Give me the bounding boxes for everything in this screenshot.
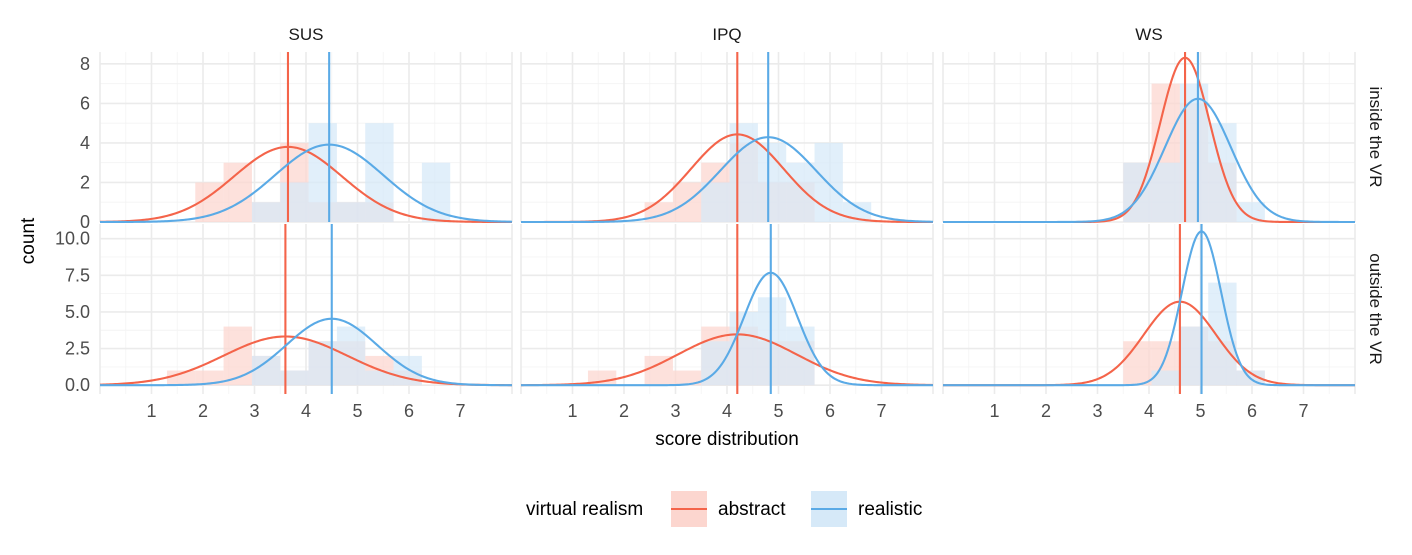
panel-sus-inside-the-VR bbox=[99, 52, 513, 224]
panel-sus-outside-the-VR bbox=[99, 224, 513, 394]
panel-ipq-outside-the-VR bbox=[520, 224, 934, 394]
x-tick-label: 1 bbox=[989, 401, 999, 421]
histogram-bar-realistic bbox=[729, 123, 758, 222]
facet-strip-label: outside the VR bbox=[1366, 253, 1385, 365]
facet-strip-label: inside the VR bbox=[1366, 86, 1385, 187]
x-tick-label: 4 bbox=[301, 401, 311, 421]
x-tick-label: 1 bbox=[146, 401, 156, 421]
panel-ws-inside-the-VR bbox=[942, 52, 1356, 224]
histogram-bar-abstract bbox=[223, 326, 252, 386]
x-tick-label: 2 bbox=[198, 401, 208, 421]
histogram-bar-realistic bbox=[280, 370, 309, 386]
facet-strip-label: IPQ bbox=[712, 25, 741, 44]
y-tick-label: 0 bbox=[80, 212, 90, 232]
y-tick-label: 8 bbox=[80, 54, 90, 74]
y-tick-label: 6 bbox=[80, 93, 90, 113]
histogram-bar-realistic bbox=[729, 311, 758, 386]
histogram-bar-realistic bbox=[1236, 202, 1265, 222]
histogram-bar-realistic bbox=[308, 123, 337, 222]
density-curve-realistic bbox=[100, 143, 513, 224]
y-tick-label: 2.5 bbox=[65, 339, 90, 359]
histogram-bar-abstract bbox=[672, 370, 702, 386]
y-tick-label: 10.0 bbox=[55, 229, 90, 249]
density-curve-realistic bbox=[943, 97, 1355, 224]
y-tick-label: 4 bbox=[80, 133, 90, 153]
x-tick-label: 7 bbox=[1298, 401, 1308, 421]
histogram-bar-abstract bbox=[166, 370, 196, 386]
histogram-bar-realistic bbox=[1179, 326, 1209, 386]
x-tick-label: 2 bbox=[619, 401, 629, 421]
x-tick-label: 1 bbox=[567, 401, 577, 421]
x-tick-label: 5 bbox=[1195, 401, 1205, 421]
histogram-bar-realistic bbox=[336, 326, 366, 386]
histogram-bar-realistic bbox=[786, 162, 815, 222]
histogram-bar-realistic bbox=[1151, 370, 1180, 386]
legend: virtual realism abstract realistic bbox=[526, 491, 922, 527]
density-curve-abstract bbox=[521, 333, 934, 387]
histogram-bar-realistic bbox=[701, 341, 730, 386]
x-tick-label: 2 bbox=[1041, 401, 1051, 421]
histogram-bar-abstract bbox=[644, 355, 673, 386]
x-tick-label: 4 bbox=[1144, 401, 1154, 421]
density-curve-abstract bbox=[99, 335, 513, 387]
histogram-bar-realistic bbox=[336, 202, 366, 222]
y-tick-label: 7.5 bbox=[65, 265, 90, 285]
legend-key-realistic bbox=[811, 491, 847, 527]
x-tick-label: 5 bbox=[352, 401, 362, 421]
x-tick-label: 6 bbox=[1247, 401, 1257, 421]
x-tick-label: 7 bbox=[455, 401, 465, 421]
x-tick-label: 7 bbox=[876, 401, 886, 421]
histogram-bar-realistic bbox=[421, 162, 451, 222]
histogram-bar-realistic bbox=[280, 182, 309, 222]
x-axis-title: score distribution bbox=[655, 429, 799, 450]
panels-layer bbox=[99, 52, 1356, 394]
histogram-bar-realistic bbox=[757, 297, 787, 386]
histogram-bar-realistic bbox=[365, 370, 394, 386]
histogram-bar-abstract bbox=[1123, 341, 1152, 386]
axes-labels: 0 2 4 6 8 0.0 2.5 5.0 7.5 10.0 1 2 3 4 5 6 7 1 2 3 4 5 6 7 1 2 3 4 5… bbox=[55, 54, 1309, 421]
legend-key-abstract bbox=[671, 491, 707, 527]
y-tick-label: 5.0 bbox=[65, 302, 90, 322]
histogram-bar-realistic bbox=[701, 182, 730, 222]
y-axis-title: count bbox=[18, 217, 39, 264]
panel-ws-outside-the-VR bbox=[942, 224, 1356, 394]
legend-title: virtual realism bbox=[526, 499, 643, 520]
density-curve-realistic bbox=[521, 271, 933, 387]
legend-label-realistic: realistic bbox=[858, 499, 922, 520]
y-tick-label: 2 bbox=[80, 172, 90, 192]
density-curve-realistic bbox=[943, 230, 1355, 387]
histogram-bar-realistic bbox=[251, 355, 281, 386]
histogram-bar-realistic bbox=[1151, 162, 1180, 222]
panel-ipq-inside-the-VR bbox=[520, 52, 934, 224]
facet-strip-label: WS bbox=[1135, 25, 1162, 44]
x-tick-label: 4 bbox=[722, 401, 732, 421]
x-tick-label: 5 bbox=[773, 401, 783, 421]
x-tick-label: 6 bbox=[825, 401, 835, 421]
x-tick-label: 6 bbox=[404, 401, 414, 421]
x-tick-label: 3 bbox=[1092, 401, 1102, 421]
facet-strips: SUS IPQ WS inside the VR outside the VR bbox=[289, 25, 1385, 365]
legend-label-abstract: abstract bbox=[718, 499, 786, 520]
histogram-bar-realistic bbox=[251, 202, 281, 222]
x-tick-label: 3 bbox=[249, 401, 259, 421]
density-curve-realistic bbox=[100, 317, 512, 387]
density-curve-realistic bbox=[521, 136, 934, 224]
x-tick-label: 3 bbox=[670, 401, 680, 421]
y-tick-label: 0.0 bbox=[65, 375, 90, 395]
facet-strip-label: SUS bbox=[289, 25, 324, 44]
histogram-bar-abstract bbox=[223, 162, 252, 222]
